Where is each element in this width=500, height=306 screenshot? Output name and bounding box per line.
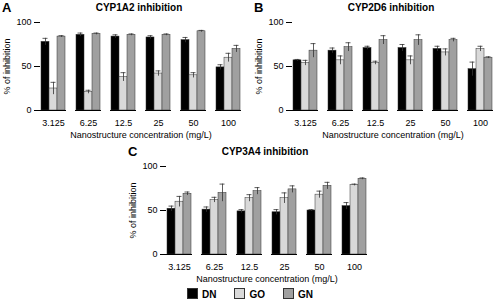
html-text:B: B xyxy=(254,0,264,15)
svg-text:Nanostructure concentration (m: Nanostructure concentration (mg/L) xyxy=(70,130,212,140)
html-text:A: A xyxy=(2,0,12,15)
svg-text:50: 50 xyxy=(188,118,198,128)
svg-text:0: 0 xyxy=(152,249,157,259)
svg-text:12.5: 12.5 xyxy=(241,262,259,272)
html-text:DN: DN xyxy=(202,289,217,300)
svg-text:12.5: 12.5 xyxy=(115,118,133,128)
svg-text:% of inhibition: % of inhibition xyxy=(128,182,138,238)
svg-text:25: 25 xyxy=(153,118,163,128)
svg-text:50: 50 xyxy=(314,262,324,272)
svg-text:100: 100 xyxy=(347,262,362,272)
html-text:CYP2D6 inhibition: CYP2D6 inhibition xyxy=(347,2,435,13)
html-text:GO: GO xyxy=(249,289,265,300)
html-text:CYP3A4 inhibition: CYP3A4 inhibition xyxy=(221,146,309,157)
svg-text:100: 100 xyxy=(221,118,236,128)
svg-text:100: 100 xyxy=(473,118,488,128)
svg-text:100: 100 xyxy=(16,17,31,27)
svg-text:3.125: 3.125 xyxy=(42,118,65,128)
html-text:C: C xyxy=(128,144,138,159)
svg-text:50: 50 xyxy=(147,205,157,215)
svg-text:6.25: 6.25 xyxy=(80,118,98,128)
svg-text:100: 100 xyxy=(268,17,283,27)
html-text:GN: GN xyxy=(298,289,313,300)
svg-text:% of inhibition: % of inhibition xyxy=(254,38,264,94)
svg-text:% of inhibition: % of inhibition xyxy=(2,38,12,94)
svg-text:12.5: 12.5 xyxy=(367,118,385,128)
svg-text:25: 25 xyxy=(279,262,289,272)
svg-text:6.25: 6.25 xyxy=(206,262,224,272)
svg-text:50: 50 xyxy=(273,61,283,71)
svg-text:6.25: 6.25 xyxy=(332,118,350,128)
svg-text:Nanostructure concentration (m: Nanostructure concentration (mg/L) xyxy=(196,274,338,284)
svg-text:Nanostructure concentration (m: Nanostructure concentration (mg/L) xyxy=(322,130,464,140)
svg-text:0: 0 xyxy=(278,105,283,115)
svg-text:3.125: 3.125 xyxy=(294,118,317,128)
svg-text:50: 50 xyxy=(21,61,31,71)
svg-text:25: 25 xyxy=(405,118,415,128)
svg-text:50: 50 xyxy=(440,118,450,128)
html-text:CYP1A2 inhibition: CYP1A2 inhibition xyxy=(95,2,183,13)
svg-text:0: 0 xyxy=(26,105,31,115)
svg-text:100: 100 xyxy=(142,161,157,171)
svg-text:3.125: 3.125 xyxy=(168,262,191,272)
